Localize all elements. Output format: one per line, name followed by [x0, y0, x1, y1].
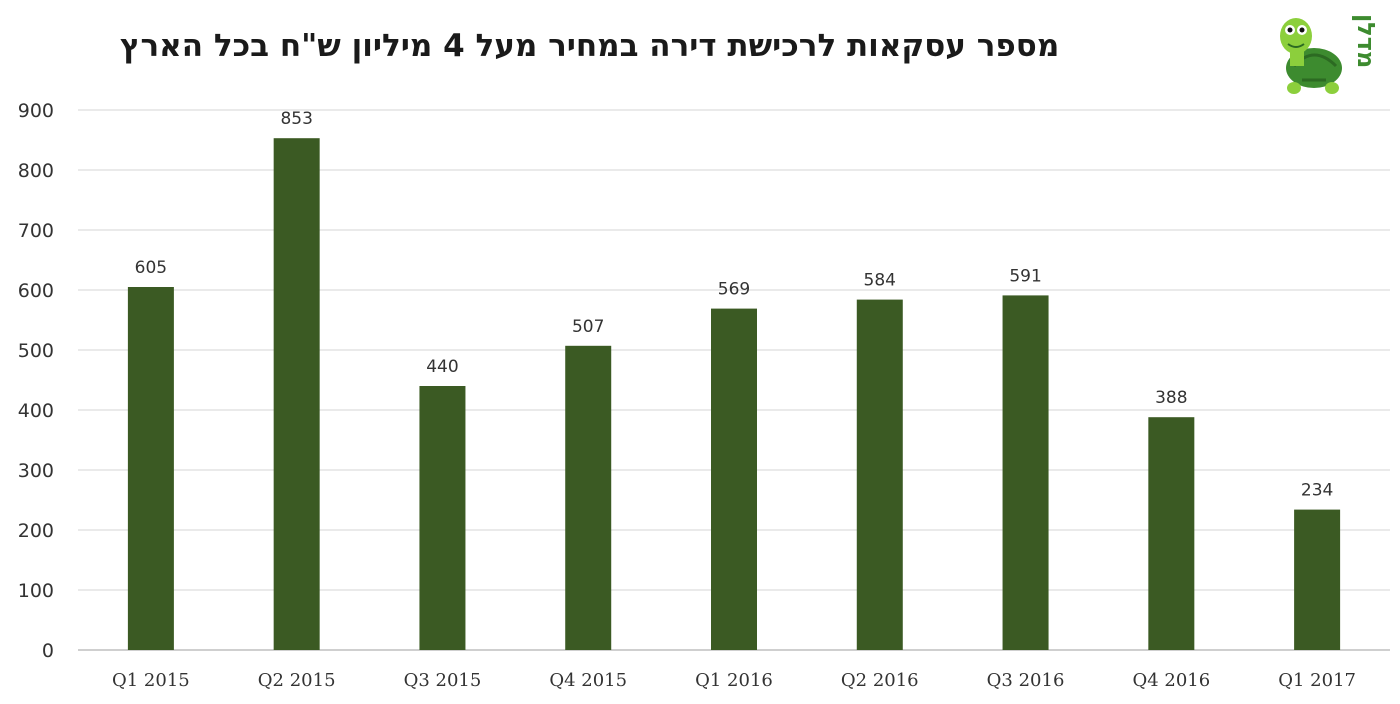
x-tick-label: Q4 2015	[549, 670, 627, 691]
data-label: 569	[718, 280, 750, 300]
x-tick-label: Q3 2016	[987, 670, 1065, 691]
madlan-logo: מדלן	[1272, 4, 1382, 104]
data-label: 388	[1155, 388, 1187, 408]
turtle-icon	[1280, 18, 1342, 94]
bar	[419, 386, 466, 650]
y-tick-label: 0	[42, 640, 54, 662]
data-label: 605	[135, 258, 167, 278]
y-tick-label: 200	[18, 520, 54, 542]
data-label: 507	[572, 317, 604, 337]
y-tick-label: 700	[18, 220, 54, 242]
bar	[856, 299, 903, 650]
y-tick-label: 600	[18, 280, 54, 302]
x-tick-label: Q1 2015	[112, 670, 190, 691]
x-tick-label: Q2 2016	[841, 670, 919, 691]
bar	[711, 308, 757, 650]
y-tick-label: 300	[18, 460, 54, 482]
data-label: 584	[864, 271, 896, 291]
bar	[565, 345, 612, 650]
y-tick-label: 800	[18, 160, 54, 182]
logo-text: מדלן	[1352, 14, 1380, 69]
x-tick-label: Q4 2016	[1132, 670, 1210, 691]
y-tick-label: 900	[18, 100, 54, 122]
bar	[1148, 417, 1195, 650]
bar	[273, 138, 320, 650]
x-tick-label: Q1 2016	[695, 670, 773, 691]
x-tick-label: Q1 2017	[1278, 670, 1356, 691]
y-tick-label: 400	[18, 400, 54, 422]
x-tick-label: Q2 2015	[258, 670, 336, 691]
bar	[1294, 509, 1341, 650]
data-label: 853	[280, 109, 312, 129]
x-tick-label: Q3 2015	[404, 670, 482, 691]
data-label: 234	[1301, 481, 1333, 501]
bar	[127, 287, 174, 650]
y-tick-label: 100	[18, 580, 54, 602]
data-label: 440	[426, 357, 458, 377]
data-label: 591	[1009, 266, 1041, 286]
bar	[1002, 295, 1049, 650]
y-tick-label: 500	[18, 340, 54, 362]
chart-title: מספר עסקאות לרכישת דירה במחיר מעל 4 מילי…	[120, 28, 1060, 64]
